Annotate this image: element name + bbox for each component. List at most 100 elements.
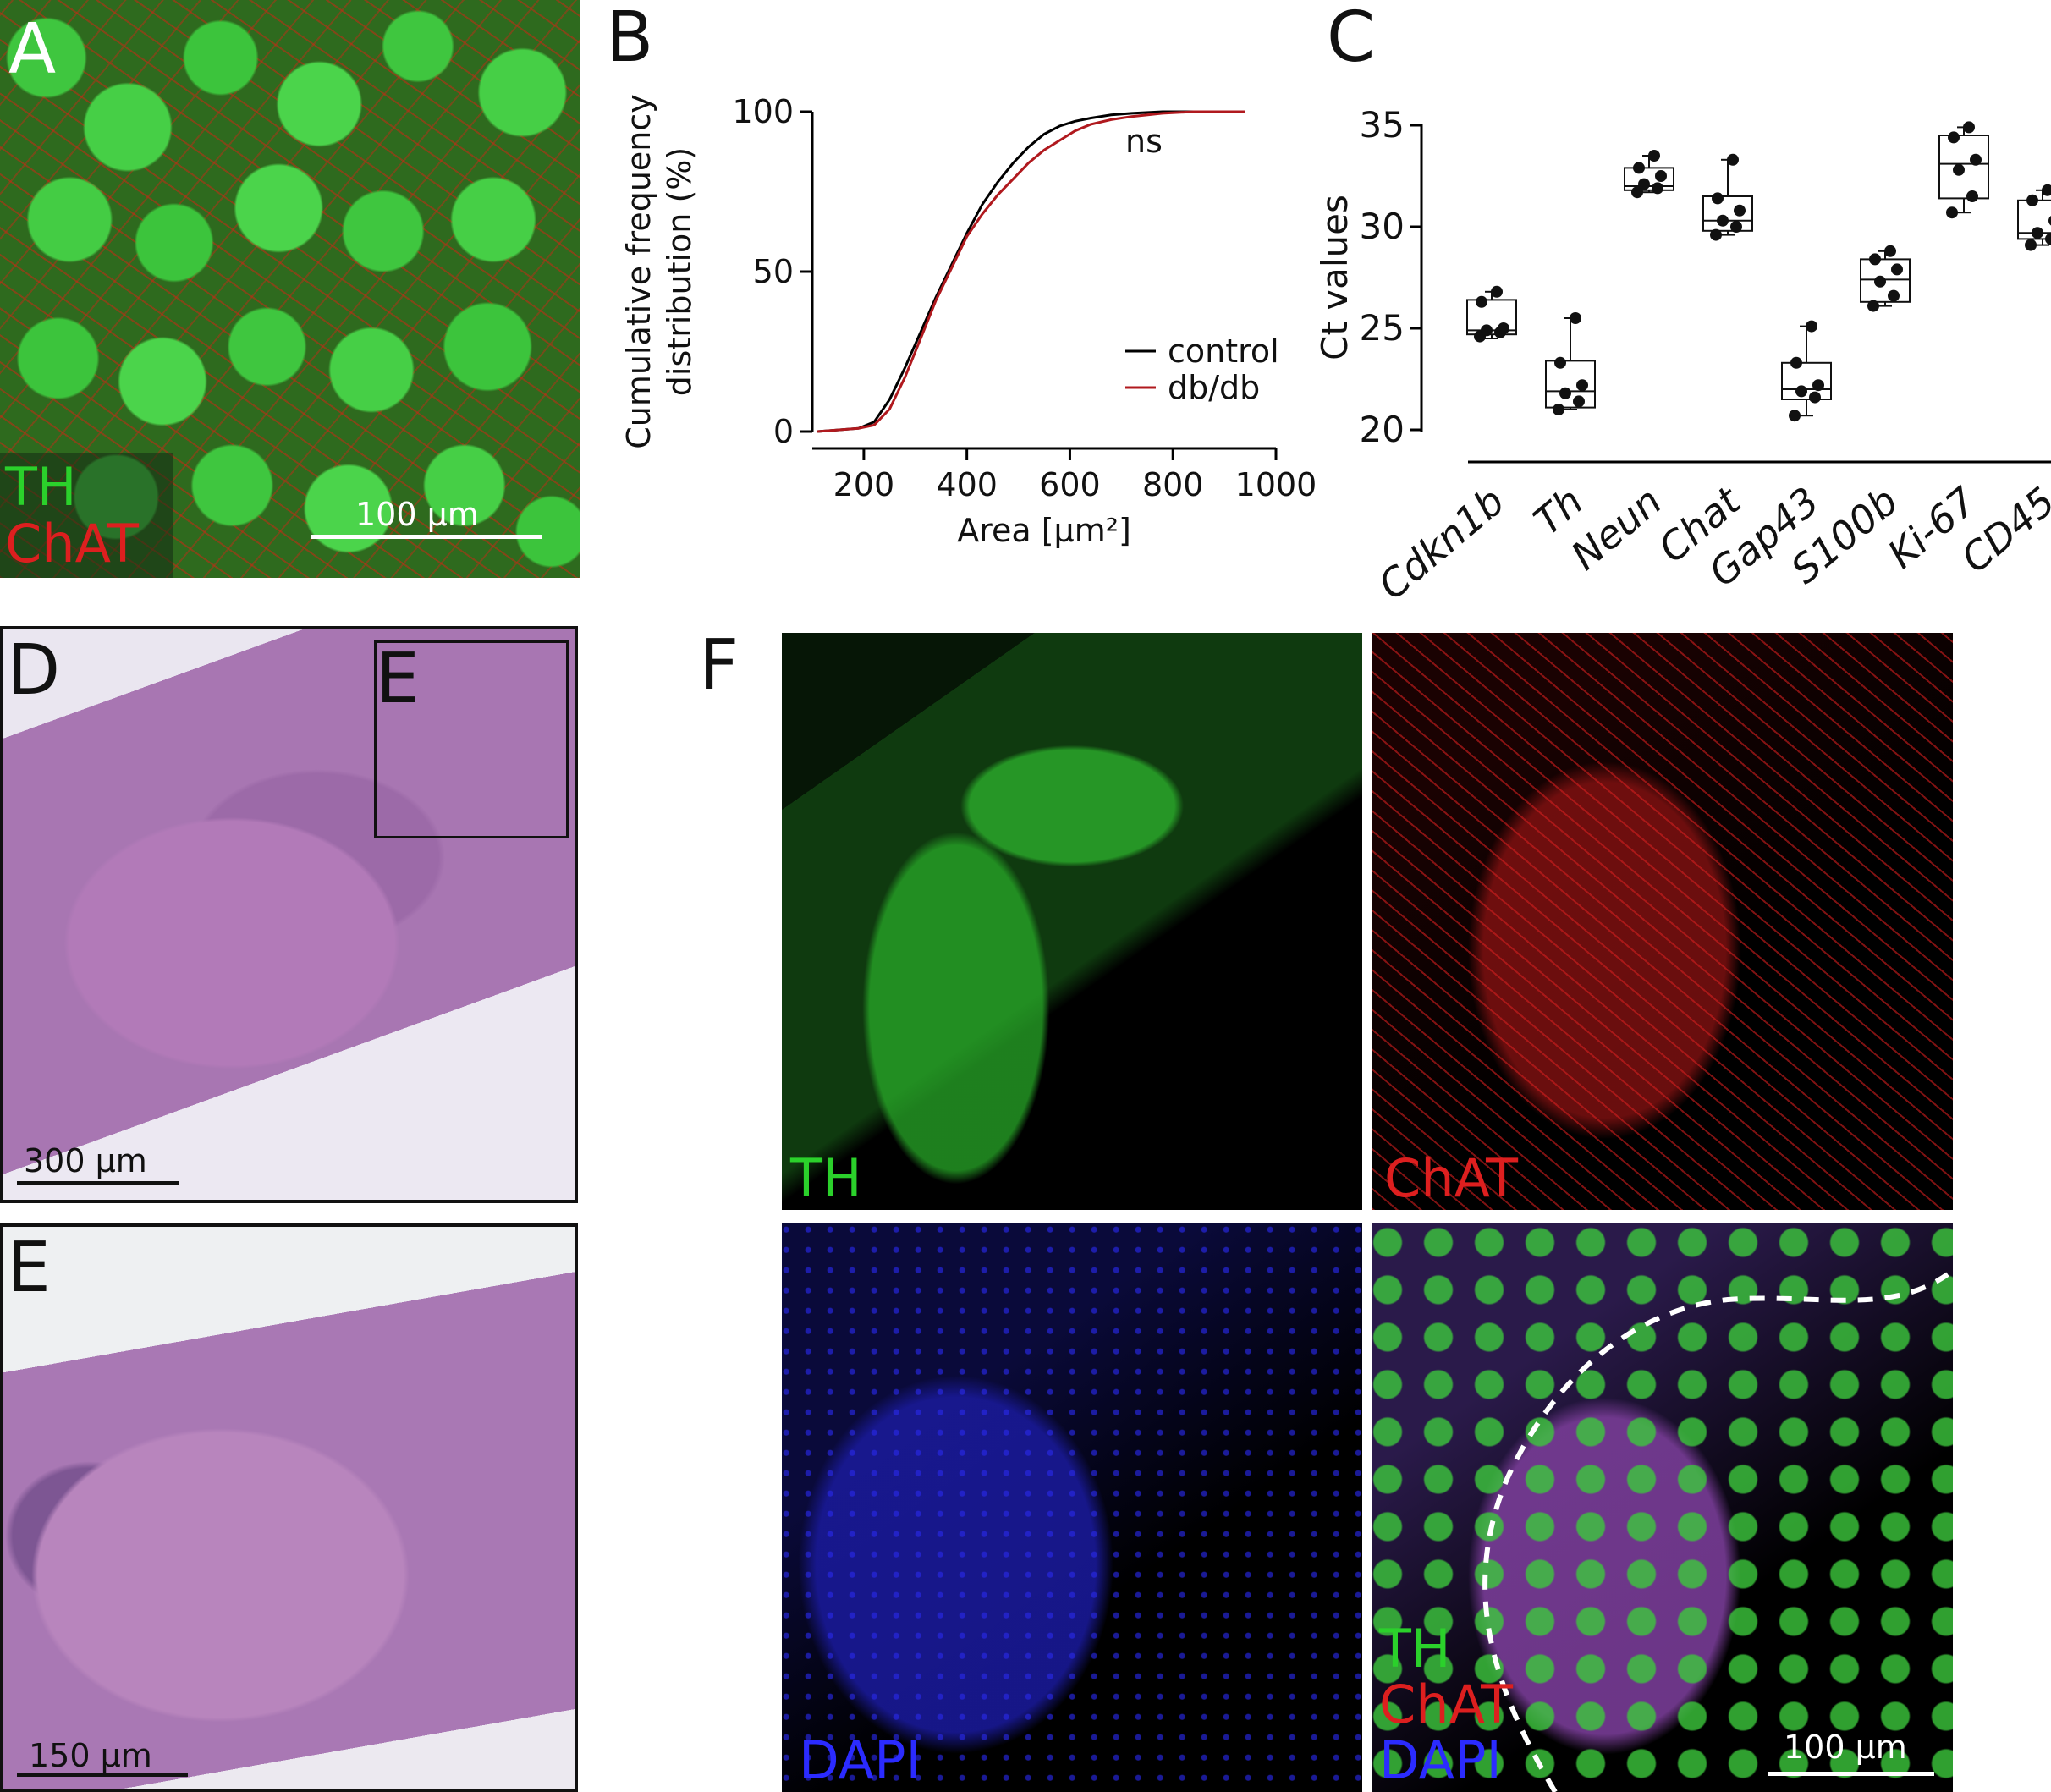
x-tick-label: 600: [1039, 466, 1101, 503]
x-axis-label: Area [µm²]: [957, 512, 1131, 549]
panel-f-dapi-label: DAPI: [799, 1729, 921, 1791]
data-point: [1573, 395, 1585, 408]
data-point: [2045, 233, 2051, 245]
data-point: [1812, 379, 1824, 392]
panel-f-dapi-image: [782, 1223, 1362, 1792]
data-point: [1730, 221, 1742, 233]
panel-a-th-label: TH: [5, 456, 77, 518]
y-tick-label: 30: [1360, 206, 1405, 247]
data-point: [1888, 289, 1900, 302]
panel-f-merge-dapi-label: DAPI: [1379, 1729, 1502, 1791]
y-tick-label: 20: [1360, 409, 1405, 450]
data-point: [1884, 245, 1896, 257]
panel-d-micrograph: [0, 626, 578, 1203]
panel-f-merge-image: [1372, 1223, 1953, 1792]
data-point: [1638, 178, 1650, 190]
data-point: [1966, 190, 1978, 202]
data-point: [1498, 322, 1509, 334]
x-tick-label: 800: [1142, 466, 1204, 503]
panel-a-label-box: [0, 453, 173, 578]
y-tick-label: 100: [732, 93, 794, 130]
data-point: [1712, 192, 1724, 205]
data-point: [1727, 153, 1739, 166]
y-tick-label: 35: [1360, 104, 1405, 146]
panel-a-scale-bar: [311, 535, 542, 539]
data-point: [1948, 131, 1960, 144]
data-point: [1970, 153, 1982, 166]
data-point: [2026, 194, 2038, 206]
panel-f-outline: [1482, 1272, 1949, 1792]
data-point: [1809, 391, 1821, 404]
panel-d-scale-text: 300 µm: [24, 1142, 147, 1179]
data-point: [1554, 356, 1566, 369]
legend-label: db/db: [1168, 369, 1260, 406]
y-tick-label: 25: [1360, 307, 1405, 349]
panel-b-letter: B: [606, 0, 654, 78]
panel-d-scale-bar: [17, 1181, 179, 1185]
panel-e-scale-bar: [17, 1773, 188, 1777]
data-point: [1655, 170, 1667, 182]
data-point: [1648, 150, 1660, 162]
y-axis-label: Cumulative frequency distribution (%): [620, 94, 698, 449]
data-point: [1867, 300, 1879, 312]
data-point: [1710, 228, 1722, 241]
panel-b-chart: 0 50 100 200 400 600 800 1000 Cumulative frequen…: [620, 93, 1317, 549]
data-point: [1491, 285, 1503, 298]
x-tick-label: 1000: [1235, 466, 1317, 503]
data-point: [1734, 204, 1746, 217]
data-point: [1570, 312, 1581, 324]
data-point: [1953, 163, 1965, 176]
data-point: [1946, 206, 1958, 219]
panel-f-chat-image: [1372, 633, 1953, 1210]
panel-a-letter: A: [8, 9, 57, 90]
legend-label: control: [1168, 333, 1279, 370]
data-point: [1631, 186, 1643, 199]
data-point: [1652, 182, 1663, 195]
panel-e-letter: E: [7, 1228, 51, 1308]
ns-annotation: ns: [1125, 123, 1163, 160]
panel-a-scale-text: 100 µm: [355, 496, 479, 533]
panel-f-scale-bar: [1768, 1772, 1934, 1776]
data-point: [1476, 295, 1487, 308]
panel-c-letter: C: [1327, 0, 1376, 78]
data-point: [2032, 227, 2043, 239]
category-label: Cdkn1b: [1370, 478, 1513, 608]
box: [1702, 195, 1753, 232]
data-point: [1576, 379, 1588, 392]
panel-f-letter: F: [699, 625, 740, 706]
panel-f-th-label: TH: [790, 1147, 862, 1209]
data-point: [1891, 263, 1903, 276]
panel-d-inset-box: [374, 640, 569, 838]
series-line-control: [817, 110, 1245, 433]
data-point: [1874, 275, 1886, 288]
panel-f-scale-text: 100 µm: [1784, 1729, 1907, 1766]
data-point: [1806, 320, 1817, 333]
panel-f-chat-label: ChAT: [1384, 1147, 1519, 1209]
panel-f-th-image: [782, 633, 1362, 1210]
data-point: [1717, 214, 1729, 227]
series-line-dbdb: [817, 110, 1245, 433]
data-point: [1481, 324, 1493, 337]
data-point: [1553, 404, 1564, 415]
data-point: [2025, 239, 2037, 251]
panel-d-letter: D: [7, 630, 61, 711]
panel-e-scale-text: 150 µm: [29, 1737, 152, 1774]
y-tick-label: 50: [753, 253, 794, 290]
panel-e-micrograph: [0, 1223, 578, 1792]
data-point: [1633, 162, 1645, 174]
data-point: [1963, 121, 1975, 134]
data-point: [1795, 385, 1807, 398]
data-point: [1790, 356, 1802, 369]
data-point: [2042, 184, 2051, 196]
data-point: [2048, 216, 2051, 226]
y-axis-label: Ct values: [1314, 195, 1355, 360]
panel-f-merge-th-label: TH: [1379, 1618, 1451, 1679]
panel-d-inset-letter: E: [376, 639, 420, 719]
x-tick-label: 400: [936, 466, 998, 503]
data-point: [1789, 410, 1801, 422]
panel-a-chat-label: ChAT: [5, 513, 140, 574]
category-label: Neun: [1563, 478, 1670, 579]
data-point: [1869, 253, 1881, 266]
data-point: [1559, 387, 1571, 399]
